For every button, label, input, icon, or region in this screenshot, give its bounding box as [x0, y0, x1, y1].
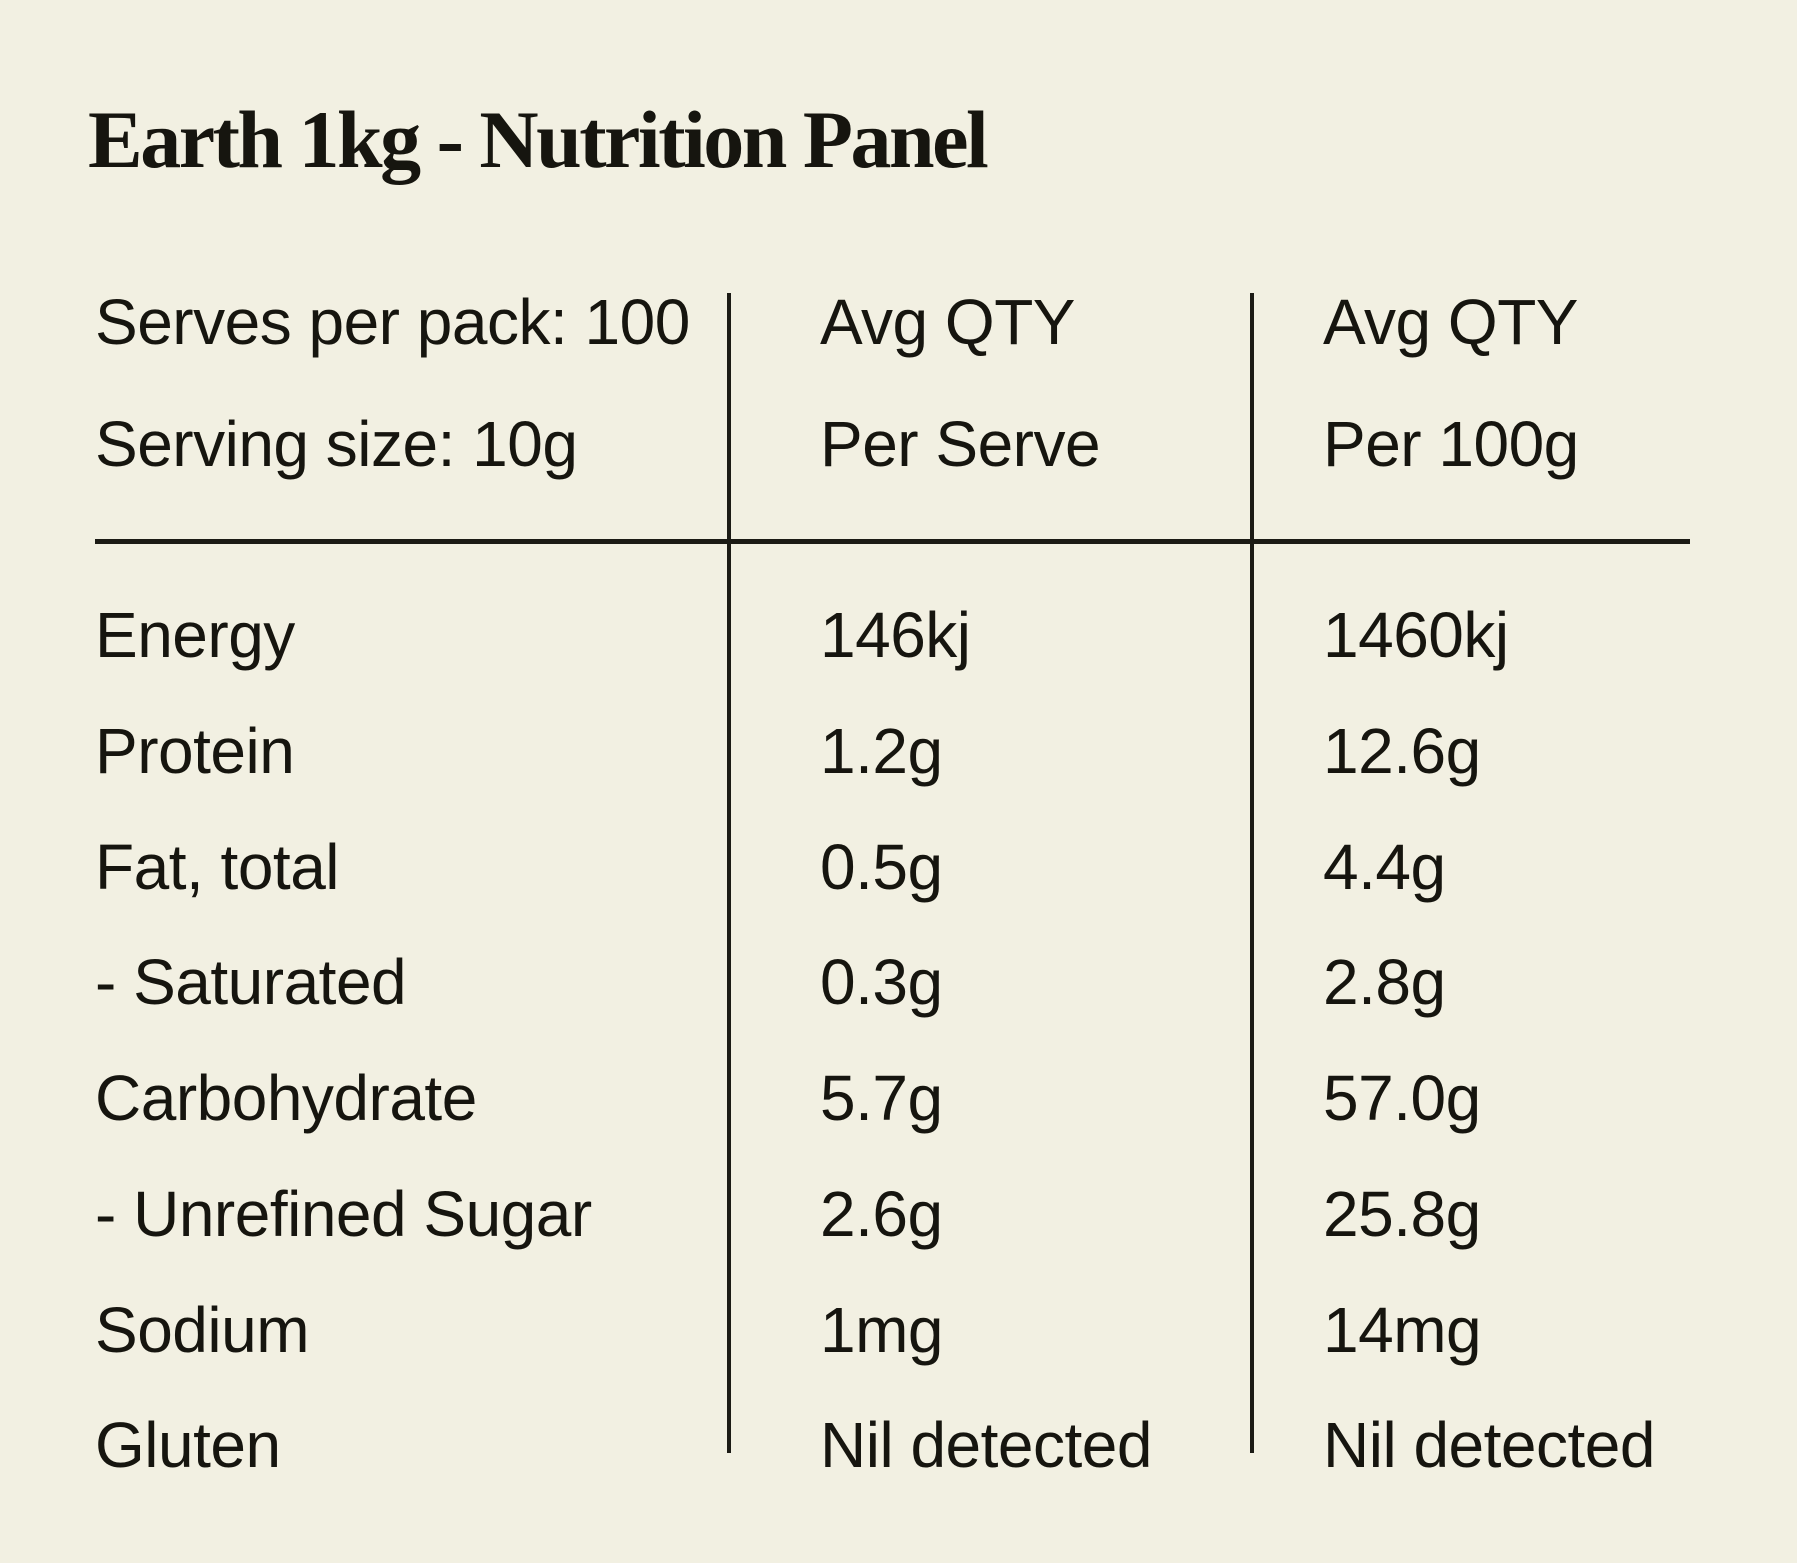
row-label: Sodium	[95, 1294, 310, 1366]
row-per-serve-value: 5.7g	[820, 1062, 943, 1134]
page-title: Earth 1kg - Nutrition Panel	[88, 94, 989, 185]
row-per-serve-value: 0.5g	[820, 831, 943, 903]
row-per-serve-value: 2.6g	[820, 1178, 943, 1250]
row-label: - Unrefined Sugar	[95, 1178, 592, 1250]
row-label: Carbohydrate	[95, 1062, 477, 1134]
column-divider-2	[1250, 293, 1254, 1453]
row-per-100g-value: 14mg	[1323, 1294, 1482, 1366]
serving-size-text: Serving size: 10g	[95, 408, 578, 480]
row-label: Protein	[95, 715, 295, 787]
row-per-100g-value: 4.4g	[1323, 831, 1446, 903]
per-serve-column-header-line1: Avg QTY	[820, 286, 1075, 358]
row-label: - Saturated	[95, 946, 407, 1018]
per-serve-column-header-line2: Per Serve	[820, 408, 1101, 480]
row-per-100g-value: 57.0g	[1323, 1062, 1481, 1134]
row-per-serve-value: Nil detected	[820, 1409, 1152, 1481]
row-per-serve-value: 146kj	[820, 599, 971, 671]
header-divider-rule	[95, 539, 1690, 544]
row-per-serve-value: 0.3g	[820, 946, 943, 1018]
row-label: Energy	[95, 599, 295, 671]
per-100g-column-header-line2: Per 100g	[1323, 408, 1579, 480]
row-per-100g-value: 1460kj	[1323, 599, 1509, 671]
row-per-100g-value: Nil detected	[1323, 1409, 1655, 1481]
row-per-serve-value: 1.2g	[820, 715, 943, 787]
row-per-100g-value: 12.6g	[1323, 715, 1481, 787]
row-label: Fat, total	[95, 831, 340, 903]
row-label: Gluten	[95, 1409, 281, 1481]
serves-per-pack-text: Serves per pack: 100	[95, 286, 690, 358]
row-per-100g-value: 25.8g	[1323, 1178, 1481, 1250]
column-divider-1	[727, 293, 731, 1453]
row-per-100g-value: 2.8g	[1323, 946, 1446, 1018]
row-per-serve-value: 1mg	[820, 1294, 944, 1366]
per-100g-column-header-line1: Avg QTY	[1323, 286, 1578, 358]
